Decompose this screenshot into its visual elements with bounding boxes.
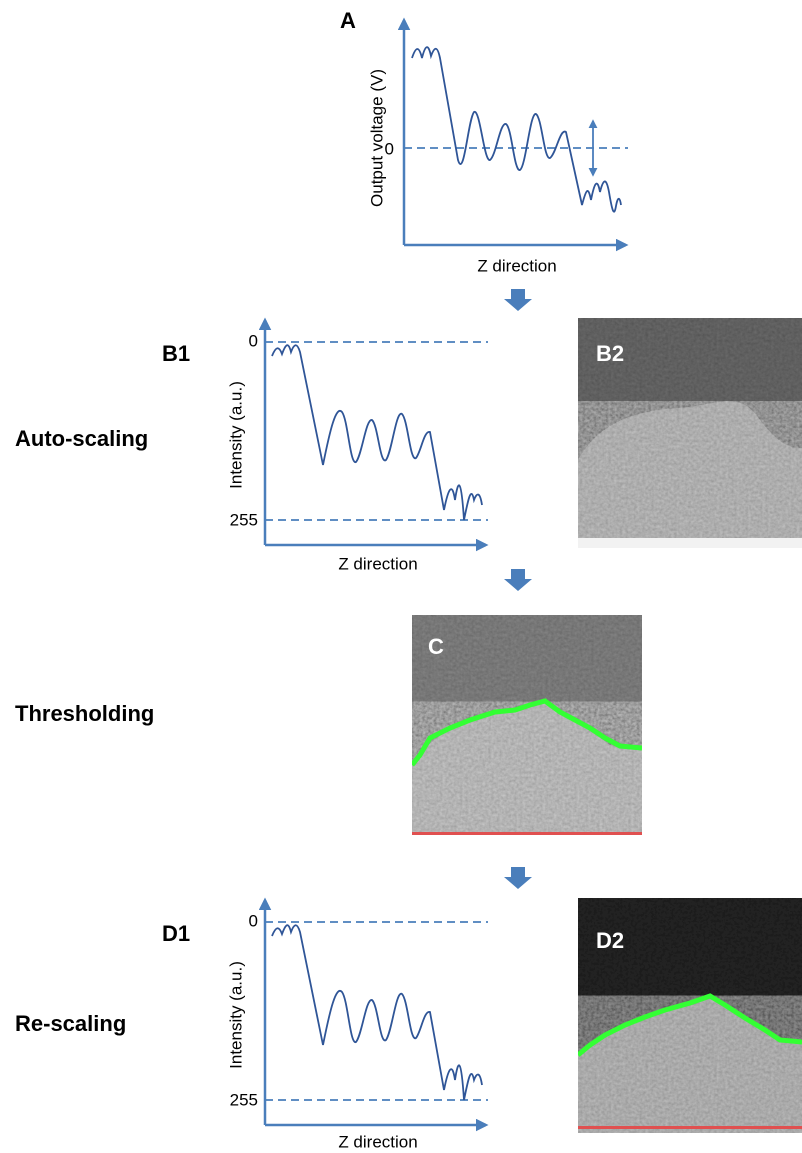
- tick-label: 255: [230, 1090, 258, 1109]
- y-axis-label: Output voltage (V): [367, 69, 386, 207]
- intensity-curve: [271, 924, 483, 1101]
- down-arrow: [504, 289, 532, 311]
- panel-label: B1: [162, 341, 190, 366]
- y-axis-label: Intensity (a.u.): [226, 961, 245, 1069]
- down-arrow: [504, 867, 532, 889]
- down-arrow: [504, 569, 532, 591]
- ultrasound-image: [578, 318, 802, 548]
- step-label: Auto-scaling: [15, 426, 148, 451]
- tick-label: 0: [249, 911, 258, 930]
- rescaled-image: [578, 898, 802, 1133]
- step-label: Thresholding: [15, 701, 154, 726]
- intensity-curve: [271, 344, 483, 521]
- panel-label: C: [428, 634, 444, 659]
- panel-label: D2: [596, 928, 624, 953]
- tick-label: 255: [230, 510, 258, 529]
- y-axis-label: Intensity (a.u.): [226, 381, 245, 489]
- x-axis-label: Z direction: [477, 256, 556, 275]
- tick-label: 0: [385, 139, 394, 158]
- tick-label: 0: [249, 331, 258, 350]
- signal-curve: [411, 46, 622, 213]
- panel-label: B2: [596, 341, 624, 366]
- panel-label: A: [340, 8, 356, 33]
- thresholded-image: [412, 615, 642, 835]
- step-label: Re-scaling: [15, 1011, 126, 1036]
- x-axis-label: Z direction: [338, 554, 417, 573]
- x-axis-label: Z direction: [338, 1132, 417, 1151]
- panel-label: D1: [162, 921, 190, 946]
